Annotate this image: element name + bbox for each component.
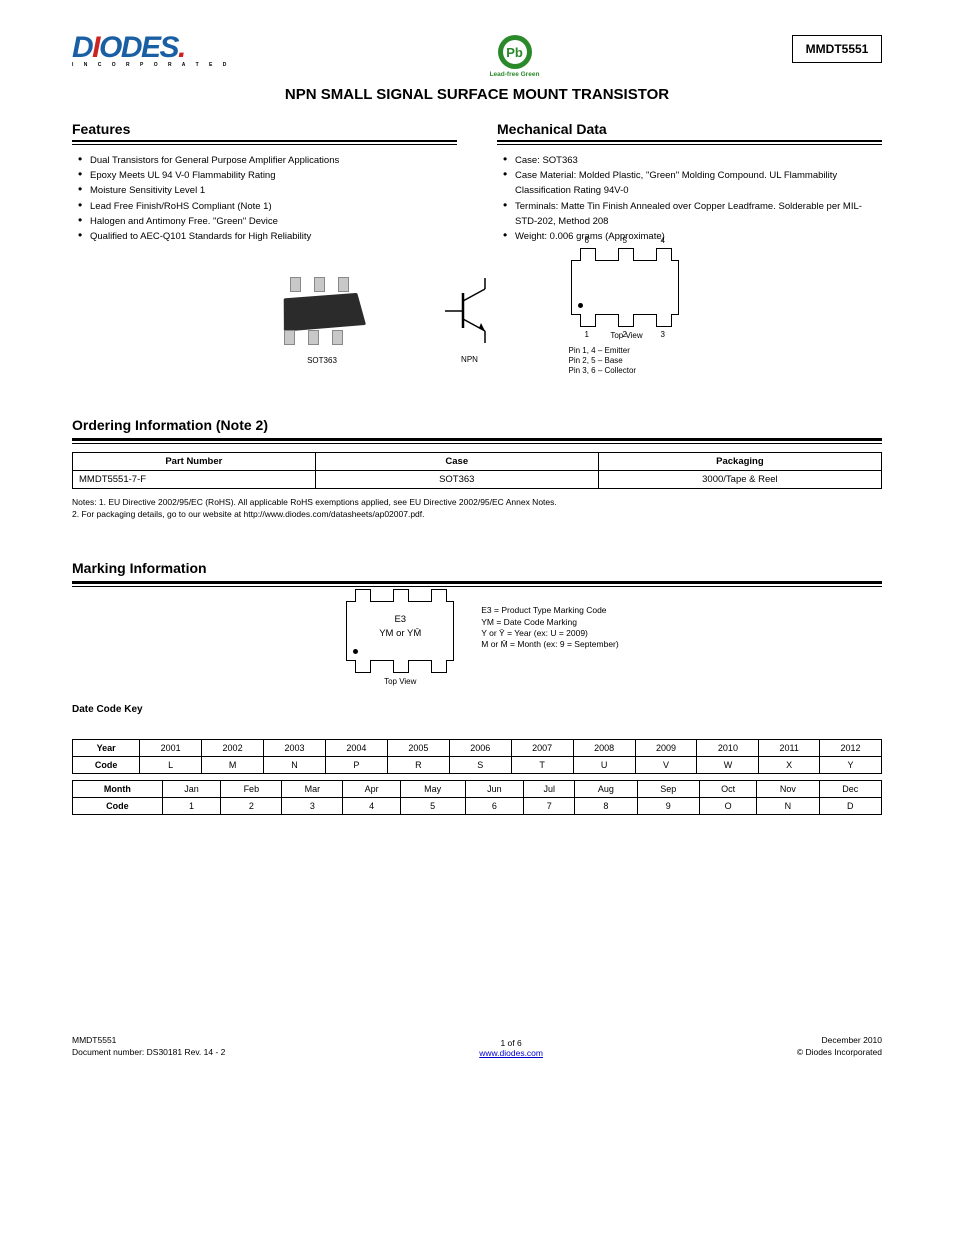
features-heading: Features [72,121,457,142]
footer-center: 1 of 6 www.diodes.com [225,1038,796,1058]
package-diagrams: SOT363 NPN 6 5 4 1 2 3 [72,260,882,377]
leadfree-badge: Pb Lead-free Green [483,35,547,78]
page-header: DIODES. I N C O R P O R A T E D Pb Lead-… [72,35,882,78]
footer-right: December 2010 © Diodes Incorporated [797,1035,882,1057]
month-table: Month JanFebMarAprMayJunJulAugSepOctNovD… [72,780,882,815]
page-title: NPN SMALL SIGNAL SURFACE MOUNT TRANSISTO… [72,86,882,103]
feature-item: Qualified to AEC-Q101 Standards for High… [78,229,457,244]
marking-heading: Marking Information [72,560,882,579]
feature-item: Lead Free Finish/RoHS Compliant (Note 1) [78,199,457,214]
feature-item: Moisture Sensitivity Level 1 [78,183,457,198]
year-table: Year 20012002200320042005200620072008200… [72,739,882,774]
marking-legend: E3 = Product Type Marking Code YM = Date… [481,605,618,649]
table-row: Code LMNPRSTUVWXY [73,757,882,774]
feature-item: Dual Transistors for General Purpose Amp… [78,153,457,168]
pb-icon: Pb [498,35,532,69]
table-row: MMDT5551-7-F SOT363 3000/Tape & Reel [73,470,882,488]
table-row: Code 123456789OND [73,798,882,815]
mechdata-list: Case: SOT363 Case Material: Molded Plast… [497,153,882,244]
feature-item: Epoxy Meets UL 94 V-0 Flammability Ratin… [78,168,457,183]
package-3d: SOT363 [270,271,375,365]
page-footer: MMDT5551 Document number: DS30181 Rev. 1… [72,1035,882,1057]
table-row: Part Number Case Packaging [73,452,882,470]
feature-item: Halogen and Antimony Free. "Green" Devic… [78,214,457,229]
mechdata-item: Case: SOT363 [503,153,882,168]
part-number-box: MMDT5551 [792,35,882,63]
marking-icon: E3 YM or YM̄ [346,601,454,661]
mechdata-item: Case Material: Molded Plastic, "Green" M… [503,168,882,198]
features-list: Dual Transistors for General Purpose Amp… [72,153,457,244]
company-logo: DIODES. I N C O R P O R A T E D [72,35,237,68]
sot363-3d-icon [270,271,375,351]
transistor-symbol: NPN [435,273,505,364]
top-view-diagram: 6 5 4 1 2 3 Top View Pin 1, 4 – Emitter … [565,260,685,377]
mechdata-heading: Mechanical Data [497,121,882,142]
marking-section: Marking Information E3 YM or YM̄ Top Vie… [72,560,882,815]
ordering-heading: Ordering Information (Note 2) [72,417,882,436]
features-mechanical-row: Features Dual Transistors for General Pu… [72,121,882,244]
ordering-notes: Notes: 1. EU Directive 2002/95/EC (RoHS)… [72,497,882,521]
table-row: Year 20012002200320042005200620072008200… [73,740,882,757]
marking-diagram: E3 YM or YM̄ Top View E3 = Product Type … [72,601,882,686]
logo-sub: I N C O R P O R A T E D [72,62,237,68]
mechdata-item: Terminals: Matte Tin Finish Annealed ove… [503,199,882,229]
datecode-heading: Date Code Key [72,704,882,715]
mechdata-item: Weight: 0.006 grams (Approximate) [503,229,882,244]
mechanical-col: Mechanical Data Case: SOT363 Case Materi… [497,121,882,244]
topview-icon: 6 5 4 1 2 3 [571,260,679,315]
ordering-table: Part Number Case Packaging MMDT5551-7-F … [72,452,882,489]
logo-wordmark: DIODES. [72,35,237,61]
footer-left: MMDT5551 Document number: DS30181 Rev. 1… [72,1035,225,1057]
features-col: Features Dual Transistors for General Pu… [72,121,457,244]
footer-url[interactable]: www.diodes.com [225,1048,796,1058]
ordering-section: Ordering Information (Note 2) Part Numbe… [72,417,882,521]
table-row: Month JanFebMarAprMayJunJulAugSepOctNovD… [73,781,882,798]
npn-icon [435,273,505,348]
